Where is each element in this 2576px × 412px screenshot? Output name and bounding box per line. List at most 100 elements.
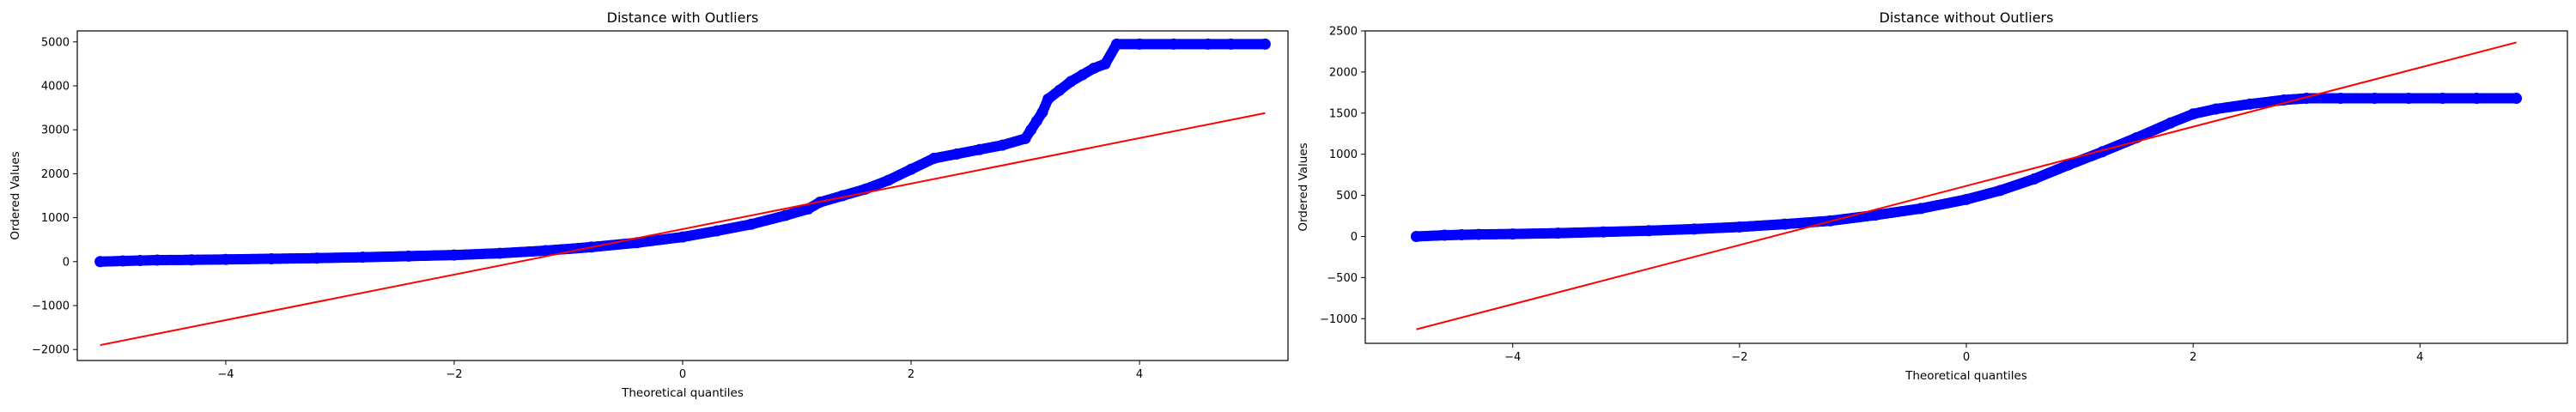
y-tick-label: 2500 bbox=[1329, 26, 1358, 39]
data-point bbox=[2335, 93, 2346, 104]
data-point bbox=[1734, 221, 1745, 233]
data-point bbox=[1088, 63, 1099, 74]
data-point bbox=[495, 248, 506, 259]
data-point bbox=[186, 254, 197, 265]
data-point bbox=[1168, 39, 1179, 50]
axes-frame bbox=[77, 31, 1288, 360]
data-point bbox=[1779, 219, 1790, 230]
chart-panel-without-outliers: Distance without Outliers −4 −2 0 2 4 −1000 −50… bbox=[1297, 9, 2567, 383]
data-point bbox=[448, 250, 459, 261]
data-point bbox=[1552, 227, 1564, 239]
data-point bbox=[2245, 99, 2256, 110]
y-tick-label: 500 bbox=[1336, 190, 1358, 203]
data-point bbox=[1995, 185, 2006, 196]
y-tick-label: 2000 bbox=[1329, 66, 1358, 79]
data-point bbox=[1066, 76, 1077, 87]
y-tick-label: 5000 bbox=[41, 36, 70, 49]
data-point bbox=[1411, 231, 1422, 242]
y-tick-label: 0 bbox=[1351, 231, 1358, 244]
data-point bbox=[403, 251, 414, 262]
data-point bbox=[1689, 223, 1700, 234]
y-tick-label: 3000 bbox=[41, 124, 70, 137]
x-tick-label: 2 bbox=[908, 368, 914, 381]
data-point bbox=[951, 148, 963, 160]
y-tick-label: −500 bbox=[1327, 272, 1358, 285]
y-tick-label: −1000 bbox=[1320, 313, 1358, 326]
data-point bbox=[118, 256, 129, 267]
data-point bbox=[711, 225, 722, 236]
y-axis-label: Ordered Values bbox=[9, 151, 22, 239]
y-tick-label: −1000 bbox=[32, 300, 70, 313]
data-point bbox=[974, 144, 985, 155]
x-tick-label: 4 bbox=[1136, 368, 1143, 381]
data-point bbox=[906, 164, 917, 175]
data-point bbox=[677, 232, 689, 243]
data-point bbox=[220, 254, 231, 265]
x-tick-label: −4 bbox=[217, 368, 234, 381]
x-tick-label: 4 bbox=[2416, 351, 2423, 364]
data-point bbox=[1111, 39, 1122, 50]
data-point bbox=[1598, 227, 1609, 238]
chart-panel-with-outliers: Distance with Outliers −4 −2 0 2 4 −2000 −1000 0… bbox=[9, 9, 1288, 400]
data-point bbox=[1507, 228, 1518, 239]
data-point bbox=[1961, 194, 1972, 205]
plot-area bbox=[94, 39, 1271, 345]
fit-line bbox=[1416, 42, 2516, 329]
data-point bbox=[312, 252, 323, 264]
y-tick-label: 1000 bbox=[41, 212, 70, 225]
x-axis-label: Theoretical quantiles bbox=[1905, 369, 2027, 383]
x-tick-label: −2 bbox=[1731, 351, 1747, 364]
data-point bbox=[2210, 104, 2221, 115]
data-point bbox=[1473, 229, 1485, 240]
data-point bbox=[1225, 39, 1236, 50]
y-tick-label: 0 bbox=[63, 256, 70, 269]
data-point bbox=[1439, 230, 1450, 241]
data-point bbox=[357, 251, 368, 263]
data-point bbox=[1134, 39, 1145, 50]
data-point bbox=[1456, 229, 1467, 240]
data-point bbox=[2437, 93, 2448, 104]
data-point bbox=[2369, 93, 2380, 104]
x-tick-label: −4 bbox=[1504, 351, 1521, 364]
data-point bbox=[1202, 39, 1213, 50]
data-point bbox=[1100, 58, 1111, 70]
data-point bbox=[135, 255, 146, 266]
data-point bbox=[540, 245, 551, 257]
data-point bbox=[1077, 70, 1088, 81]
data-point bbox=[266, 253, 277, 264]
x-tick-label: 0 bbox=[1963, 351, 1970, 364]
data-point bbox=[780, 210, 791, 221]
data-point bbox=[928, 153, 939, 164]
data-point bbox=[1916, 203, 1927, 214]
data-point bbox=[2511, 93, 2522, 104]
data-point bbox=[997, 140, 1008, 151]
data-point bbox=[883, 175, 894, 186]
x-axis-label: Theoretical quantiles bbox=[621, 386, 744, 400]
chart-title: Distance with Outliers bbox=[607, 9, 759, 26]
data-point bbox=[2188, 108, 2199, 119]
data-point bbox=[1042, 94, 1054, 105]
chart-title: Distance without Outliers bbox=[1880, 9, 2054, 26]
y-tick-label: 2000 bbox=[41, 168, 70, 181]
y-tick-label: −2000 bbox=[32, 344, 70, 357]
y-tick-label: 4000 bbox=[41, 81, 70, 94]
data-point bbox=[2471, 93, 2482, 104]
y-axis-label: Ordered Values bbox=[1297, 142, 1310, 231]
y-tick-label: 1500 bbox=[1329, 107, 1358, 120]
x-tick-label: 0 bbox=[679, 368, 686, 381]
data-point bbox=[94, 256, 106, 267]
data-point bbox=[2165, 118, 2176, 129]
data-point bbox=[745, 219, 756, 230]
data-point bbox=[152, 255, 163, 266]
data-point bbox=[1037, 106, 1048, 118]
x-tick-label: 2 bbox=[2190, 351, 2196, 364]
data-point bbox=[2403, 93, 2415, 104]
y-tick-label: 1000 bbox=[1329, 148, 1358, 161]
data-point bbox=[1643, 225, 1655, 236]
data-point bbox=[2029, 173, 2040, 185]
fit-line bbox=[100, 113, 1266, 345]
plot-area bbox=[1411, 42, 2522, 329]
data-point bbox=[1054, 85, 1065, 96]
x-tick-label: −2 bbox=[446, 368, 462, 381]
